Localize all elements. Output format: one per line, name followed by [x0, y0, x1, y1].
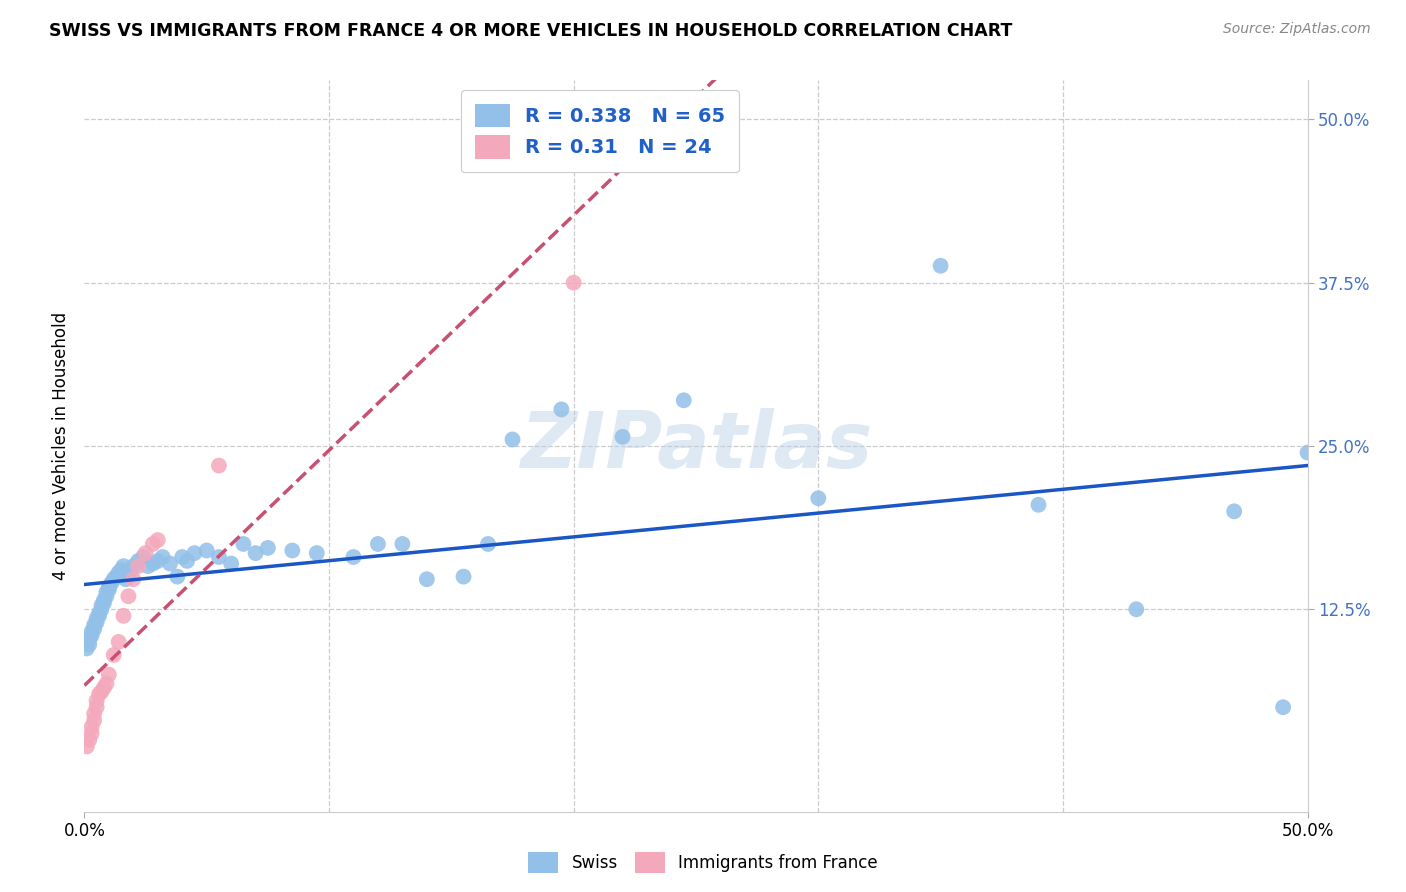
Immigrants from France: [96, 676, 118, 690]
Immigrants from France: [83, 706, 105, 721]
Swiss: [132, 549, 155, 564]
Swiss: [281, 543, 304, 558]
Immigrants from France: [135, 546, 157, 560]
Swiss: [612, 430, 634, 444]
Immigrants from France: [117, 589, 139, 603]
Swiss: [112, 559, 135, 574]
Swiss: [83, 622, 105, 636]
Immigrants from France: [562, 276, 585, 290]
Swiss: [257, 541, 280, 555]
Swiss: [672, 393, 695, 408]
Swiss: [107, 566, 129, 580]
Immigrants from France: [142, 537, 165, 551]
Text: SWISS VS IMMIGRANTS FROM FRANCE 4 OR MORE VEHICLES IN HOUSEHOLD CORRELATION CHAR: SWISS VS IMMIGRANTS FROM FRANCE 4 OR MOR…: [49, 22, 1012, 40]
Swiss: [80, 628, 103, 642]
Swiss: [87, 606, 110, 620]
Immigrants from France: [77, 732, 100, 747]
Y-axis label: 4 or more Vehicles in Household: 4 or more Vehicles in Household: [52, 312, 70, 580]
Swiss: [176, 554, 198, 568]
Immigrants from France: [80, 720, 103, 734]
Swiss: [416, 572, 439, 586]
Swiss: [97, 580, 120, 594]
Immigrants from France: [93, 681, 115, 695]
Swiss: [152, 549, 174, 564]
Swiss: [115, 572, 138, 586]
Swiss: [90, 602, 112, 616]
Swiss: [1272, 700, 1295, 714]
Swiss: [110, 563, 132, 577]
Swiss: [183, 546, 205, 560]
Swiss: [86, 611, 108, 625]
Swiss: [550, 402, 572, 417]
Swiss: [501, 433, 523, 447]
Immigrants from France: [76, 739, 98, 754]
Swiss: [120, 563, 142, 577]
Swiss: [77, 638, 100, 652]
Immigrants from France: [103, 648, 125, 662]
Swiss: [86, 615, 108, 630]
Swiss: [90, 599, 112, 613]
Swiss: [76, 641, 98, 656]
Swiss: [391, 537, 413, 551]
Immigrants from France: [83, 714, 105, 728]
Immigrants from France: [97, 667, 120, 681]
Swiss: [208, 549, 231, 564]
Swiss: [159, 557, 181, 571]
Immigrants from France: [112, 608, 135, 623]
Swiss: [367, 537, 389, 551]
Swiss: [96, 589, 118, 603]
Swiss: [105, 569, 128, 583]
Swiss: [77, 632, 100, 647]
Text: ZIPatlas: ZIPatlas: [520, 408, 872, 484]
Swiss: [807, 491, 830, 506]
Swiss: [453, 569, 475, 583]
Immigrants from France: [127, 559, 149, 574]
Swiss: [83, 618, 105, 632]
Swiss: [342, 549, 364, 564]
Swiss: [929, 259, 952, 273]
Immigrants from France: [87, 687, 110, 701]
Immigrants from France: [107, 635, 129, 649]
Swiss: [103, 572, 125, 586]
Swiss: [93, 593, 115, 607]
Swiss: [232, 537, 254, 551]
Swiss: [117, 567, 139, 582]
Swiss: [305, 546, 328, 560]
Swiss: [219, 557, 242, 571]
Swiss: [100, 576, 122, 591]
Swiss: [1028, 498, 1050, 512]
Swiss: [93, 596, 115, 610]
Legend: Swiss, Immigrants from France: Swiss, Immigrants from France: [522, 846, 884, 880]
Swiss: [96, 585, 118, 599]
Immigrants from France: [86, 694, 108, 708]
Swiss: [97, 582, 120, 597]
Swiss: [172, 549, 194, 564]
Swiss: [245, 546, 267, 560]
Swiss: [1125, 602, 1147, 616]
Swiss: [127, 554, 149, 568]
Immigrants from France: [90, 684, 112, 698]
Swiss: [477, 537, 499, 551]
Swiss: [87, 608, 110, 623]
Immigrants from France: [80, 726, 103, 740]
Swiss: [166, 569, 188, 583]
Immigrants from France: [146, 533, 169, 547]
Immigrants from France: [122, 572, 145, 586]
Swiss: [80, 624, 103, 639]
Swiss: [122, 559, 145, 574]
Swiss: [1223, 504, 1246, 518]
Legend: R = 0.338   N = 65, R = 0.31   N = 24: R = 0.338 N = 65, R = 0.31 N = 24: [461, 90, 740, 172]
Swiss: [136, 559, 159, 574]
Immigrants from France: [208, 458, 231, 473]
Swiss: [146, 554, 169, 568]
Swiss: [142, 557, 165, 571]
Text: Source: ZipAtlas.com: Source: ZipAtlas.com: [1223, 22, 1371, 37]
Immigrants from France: [86, 700, 108, 714]
Swiss: [1296, 445, 1319, 459]
Swiss: [195, 543, 218, 558]
